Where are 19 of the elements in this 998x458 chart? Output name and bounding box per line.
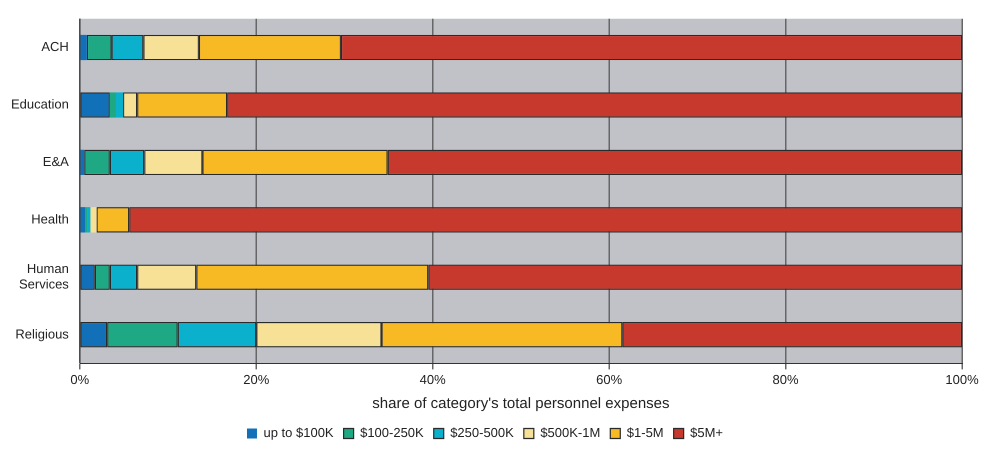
- legend-label: up to $100K: [263, 425, 334, 440]
- x-axis-title: share of category's total personnel expenses: [372, 395, 670, 412]
- legend-label: $250-500K: [450, 425, 514, 440]
- x-tick-label: 80%: [772, 372, 800, 387]
- x-tick-label: 0%: [70, 372, 90, 387]
- x-tick-label: 20%: [243, 372, 270, 387]
- y-tick-label: ACH: [41, 39, 69, 54]
- y-tick-label: Human Services: [18, 261, 70, 292]
- legend-label: $1-5M: [626, 425, 664, 440]
- y-tick-label: Religious: [15, 326, 70, 342]
- y-tick-label: E&A: [42, 154, 70, 169]
- legend-label: $500K-1M: [540, 425, 600, 440]
- y-tick-label: Education: [10, 96, 69, 112]
- x-tick-label: 100%: [945, 372, 980, 387]
- y-tick-label: Health: [31, 211, 69, 226]
- x-tick-label: 40%: [420, 372, 446, 387]
- x-tick-label: 60%: [596, 372, 623, 387]
- legend-label: $100-250K: [360, 425, 424, 440]
- legend-label: $5M+: [690, 425, 724, 440]
